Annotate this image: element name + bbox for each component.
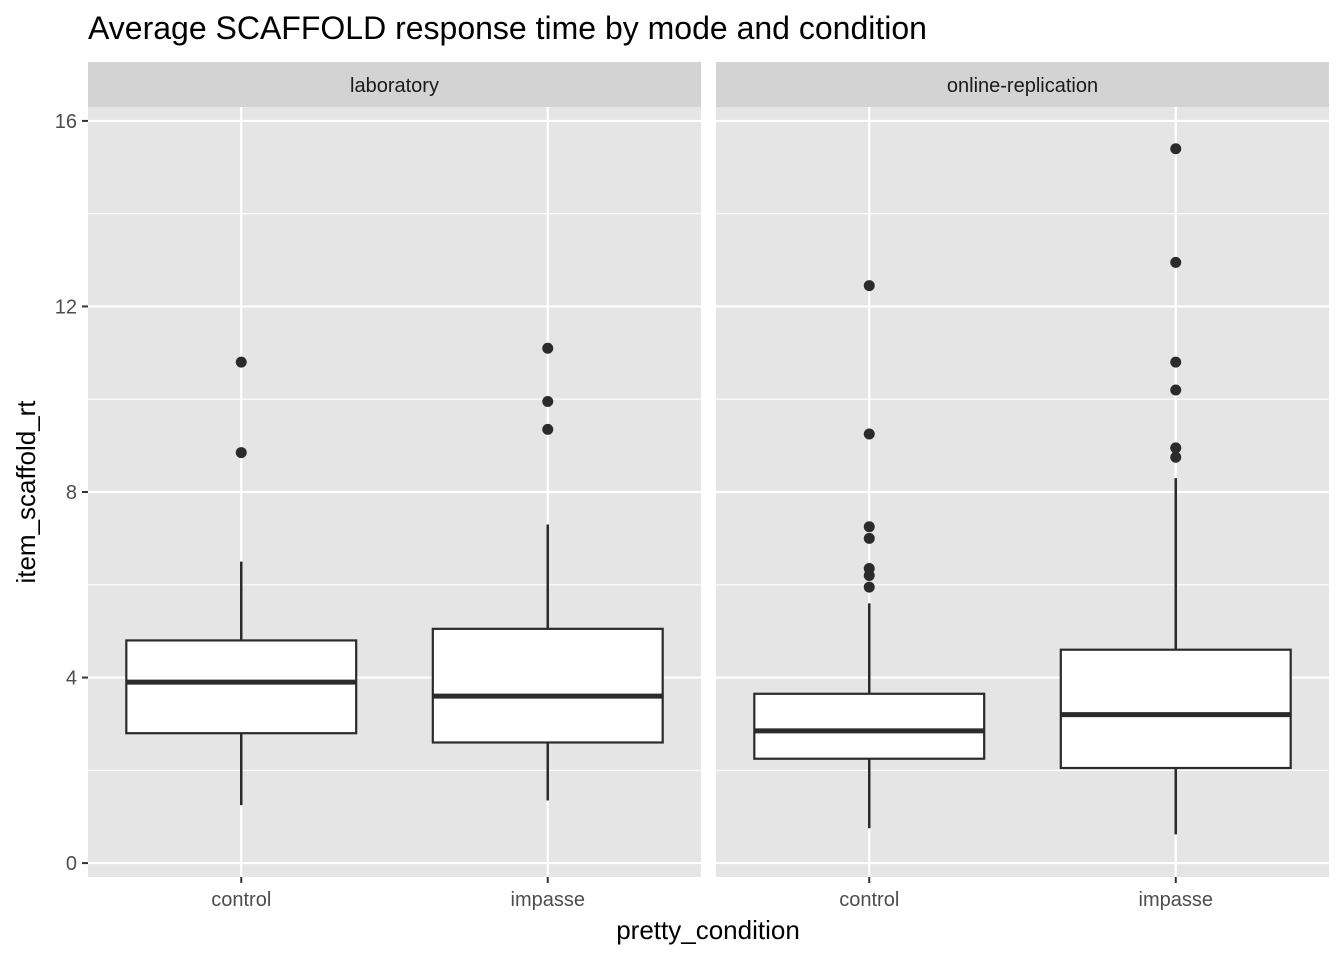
outlier-point (1170, 442, 1182, 454)
outlier-point (542, 396, 554, 408)
box-laboratory-control (125, 356, 358, 806)
y-tick-label: 16 (55, 111, 77, 133)
outlier-point (1170, 451, 1182, 463)
outlier-point (863, 563, 875, 575)
box-laboratory-impasse (431, 342, 664, 801)
outlier-point (235, 356, 247, 368)
y-tick-label: 8 (66, 482, 77, 504)
box-online-replication-impasse (1059, 143, 1292, 835)
box-iqr (125, 639, 358, 735)
box-iqr (753, 692, 986, 760)
outlier-point (1170, 143, 1182, 155)
outlier-point (863, 581, 875, 593)
facet-strip (716, 62, 1329, 107)
outlier-point (863, 428, 875, 440)
box-iqr (431, 627, 664, 744)
facet-panel-online-replication: online-replication control impasse (716, 62, 1329, 911)
facet-strip-label: online-replication (947, 75, 1098, 97)
outlier-point (1170, 256, 1182, 268)
outlier-point (1170, 356, 1182, 368)
outlier-point (542, 342, 554, 354)
box-iqr (1059, 648, 1292, 770)
y-tick-label: 12 (55, 296, 77, 318)
chart-title: Average SCAFFOLD response time by mode a… (88, 10, 927, 46)
y-tick-label: 4 (66, 668, 77, 690)
x-tick-label: control (839, 889, 899, 911)
facet-strip (88, 62, 701, 107)
x-tick-label: impasse (511, 889, 585, 911)
y-tick-label: 0 (66, 853, 77, 875)
outlier-point (863, 521, 875, 533)
x-tick-label: impasse (1139, 889, 1213, 911)
facet-strip-label: laboratory (350, 75, 439, 97)
outlier-point (863, 280, 875, 292)
outlier-point (235, 447, 247, 459)
y-axis-title: item_scaffold_rt (11, 400, 41, 584)
outlier-point (542, 423, 554, 435)
y-axis: 0 4 8 12 16 (55, 111, 88, 875)
x-tick-label: control (211, 889, 271, 911)
outlier-point (1170, 384, 1182, 396)
x-axis-title: pretty_condition (616, 915, 800, 945)
box-online-replication-control (753, 280, 986, 829)
facet-panel-laboratory: laboratory control impasse (88, 62, 701, 911)
outlier-point (863, 532, 875, 544)
